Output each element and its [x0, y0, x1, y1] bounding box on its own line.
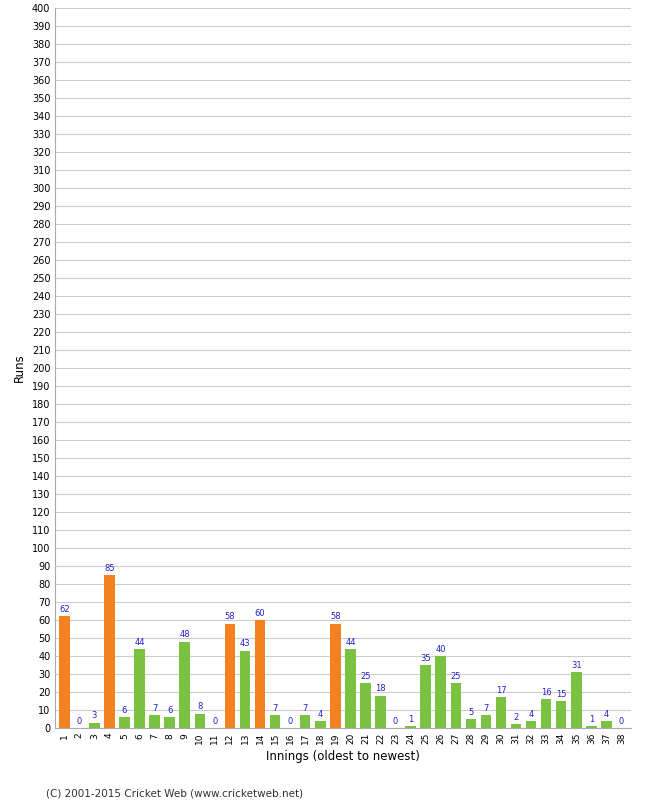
Text: 8: 8: [197, 702, 203, 711]
Text: 44: 44: [135, 638, 145, 646]
Bar: [179, 642, 190, 728]
Text: 16: 16: [541, 688, 551, 697]
Text: 58: 58: [330, 613, 341, 622]
Text: 3: 3: [92, 711, 97, 721]
Bar: [601, 721, 612, 728]
Bar: [526, 721, 536, 728]
Text: 43: 43: [240, 639, 250, 649]
Text: 35: 35: [421, 654, 431, 663]
Bar: [240, 650, 250, 728]
Bar: [104, 575, 115, 728]
Bar: [300, 715, 311, 728]
Bar: [270, 715, 280, 728]
Bar: [194, 714, 205, 728]
Bar: [496, 698, 506, 728]
Text: 62: 62: [59, 606, 70, 614]
Bar: [465, 719, 476, 728]
Bar: [119, 718, 130, 728]
Text: 17: 17: [496, 686, 506, 695]
Text: 1: 1: [408, 715, 413, 724]
Text: 25: 25: [360, 672, 370, 681]
Bar: [345, 649, 356, 728]
Text: 5: 5: [468, 708, 473, 717]
Text: 7: 7: [483, 704, 489, 714]
Y-axis label: Runs: Runs: [13, 354, 26, 382]
Text: 7: 7: [272, 704, 278, 714]
Text: 4: 4: [318, 710, 323, 718]
Text: 31: 31: [571, 661, 582, 670]
Bar: [225, 624, 235, 728]
Text: 6: 6: [167, 706, 172, 715]
Text: 0: 0: [287, 717, 292, 726]
Bar: [556, 701, 567, 728]
Text: 4: 4: [528, 710, 534, 718]
Text: 6: 6: [122, 706, 127, 715]
Text: 48: 48: [179, 630, 190, 639]
Text: 1: 1: [589, 715, 594, 724]
Bar: [586, 726, 597, 728]
Bar: [59, 617, 70, 728]
Text: 0: 0: [77, 717, 82, 726]
Text: 58: 58: [225, 613, 235, 622]
Text: 4: 4: [604, 710, 609, 718]
Bar: [164, 718, 175, 728]
Bar: [541, 699, 551, 728]
Text: 18: 18: [375, 685, 386, 694]
Text: 2: 2: [514, 714, 519, 722]
Bar: [450, 683, 461, 728]
Text: 44: 44: [345, 638, 356, 646]
Bar: [375, 696, 386, 728]
Text: 0: 0: [619, 717, 624, 726]
Bar: [436, 656, 446, 728]
Bar: [480, 715, 491, 728]
Bar: [571, 672, 582, 728]
Text: 0: 0: [393, 717, 398, 726]
Text: 85: 85: [104, 564, 115, 573]
Text: 60: 60: [255, 609, 265, 618]
Text: 40: 40: [436, 645, 446, 654]
Bar: [150, 715, 160, 728]
Bar: [511, 725, 521, 728]
Text: (C) 2001-2015 Cricket Web (www.cricketweb.net): (C) 2001-2015 Cricket Web (www.cricketwe…: [46, 788, 303, 798]
Bar: [421, 665, 431, 728]
Bar: [315, 721, 326, 728]
Text: 15: 15: [556, 690, 567, 699]
Bar: [135, 649, 145, 728]
Bar: [360, 683, 370, 728]
Bar: [255, 620, 265, 728]
Text: 25: 25: [450, 672, 461, 681]
Bar: [330, 624, 341, 728]
X-axis label: Innings (oldest to newest): Innings (oldest to newest): [266, 750, 420, 763]
Text: 7: 7: [152, 704, 157, 714]
Bar: [89, 722, 99, 728]
Bar: [406, 726, 416, 728]
Text: 0: 0: [213, 717, 218, 726]
Text: 7: 7: [302, 704, 308, 714]
